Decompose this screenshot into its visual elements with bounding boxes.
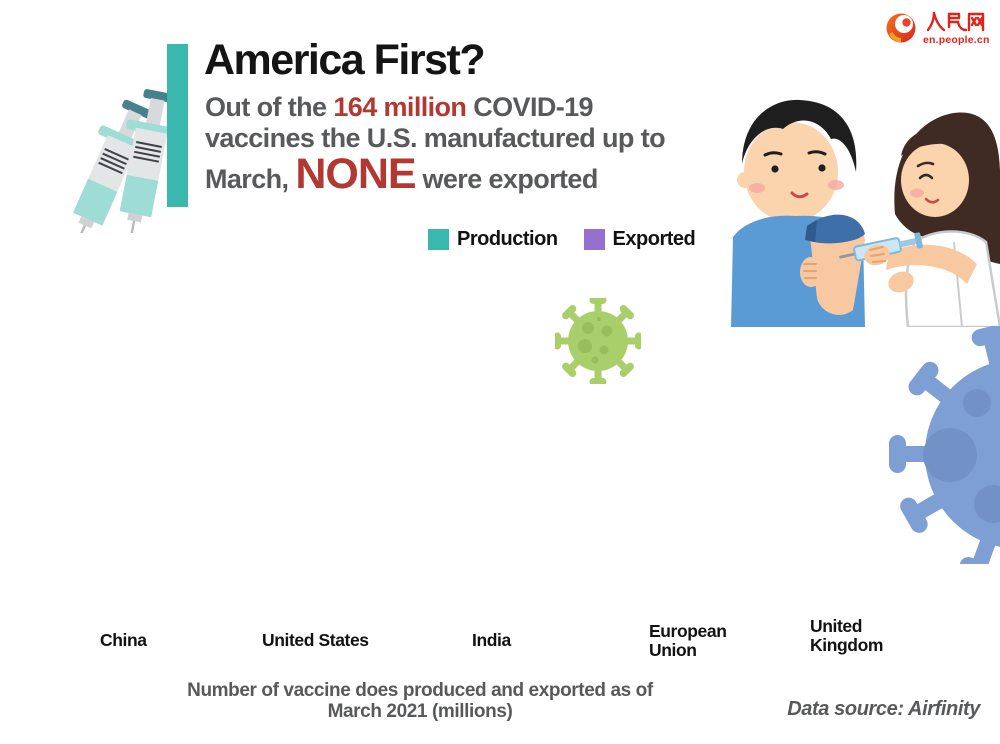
highlight-164-million: 164 million [333, 92, 467, 122]
logo-url-text: en.people.cn [923, 34, 990, 46]
virus-green-icon [555, 298, 641, 384]
logo-chinese-characters [927, 11, 985, 32]
legend-label-production: Production [457, 228, 558, 250]
syringes-illustration [38, 85, 173, 233]
subtitle-line2: vaccines the U.S. manufactured up to [205, 123, 666, 153]
axis-label-india: India [472, 630, 511, 650]
legend-item-exported: Exported [583, 228, 696, 251]
legend-item-production: Production [428, 228, 558, 251]
chart-caption: Number of vaccine does produced and expo… [170, 680, 670, 722]
virus-blue-icon [870, 326, 1000, 564]
logo-swirl-icon [886, 13, 916, 43]
caption-line2: March 2021 (millions) [327, 701, 513, 722]
peoples-daily-logo: en.people.cn [884, 10, 990, 46]
vaccination-illustration [731, 99, 1000, 327]
subtitle: Out of the 164 million COVID-19 vaccines… [205, 92, 725, 198]
title-accent-bar [167, 44, 188, 207]
axis-label-china: China [100, 630, 147, 650]
subtitle-line3: March, NONE were exported [205, 150, 598, 198]
production-swatch [428, 229, 449, 250]
axis-label-united-kingdom: United Kingdom [810, 616, 884, 655]
subtitle-line1: Out of the 164 million COVID-19 [205, 92, 594, 122]
axis-label-united-states: United States [262, 630, 369, 650]
caption-line1: Number of vaccine does produced and expo… [187, 680, 653, 701]
exported-swatch [583, 229, 605, 250]
axis-label-european-union: European Union [649, 621, 727, 660]
legend-label-exported: Exported [612, 228, 696, 250]
page-title: America First? [204, 36, 486, 84]
chart-legend: Production Exported [428, 228, 696, 251]
data-source: Data source: Airfinity [787, 698, 980, 720]
highlight-none: NONE [295, 150, 416, 198]
